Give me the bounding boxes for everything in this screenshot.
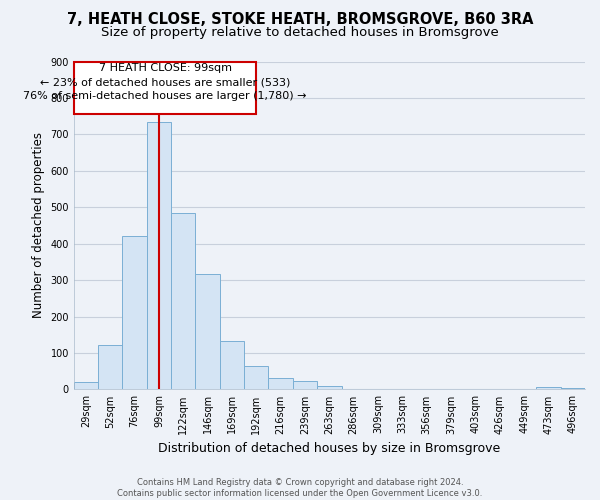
Bar: [98, 345, 122, 390]
Text: 7 HEATH CLOSE: 99sqm
← 23% of detached houses are smaller (533)
76% of semi-deta: 7 HEATH CLOSE: 99sqm ← 23% of detached h…: [23, 64, 307, 102]
Text: 7, HEATH CLOSE, STOKE HEATH, BROMSGROVE, B60 3RA: 7, HEATH CLOSE, STOKE HEATH, BROMSGROVE,…: [67, 12, 533, 28]
Bar: [293, 382, 317, 390]
Bar: [147, 122, 171, 390]
Text: Contains HM Land Registry data © Crown copyright and database right 2024.
Contai: Contains HM Land Registry data © Crown c…: [118, 478, 482, 498]
X-axis label: Distribution of detached houses by size in Bromsgrove: Distribution of detached houses by size …: [158, 442, 500, 455]
Bar: [536, 386, 560, 390]
Bar: [196, 274, 220, 390]
Bar: [171, 214, 196, 390]
FancyBboxPatch shape: [74, 62, 256, 114]
Bar: [317, 386, 341, 390]
Y-axis label: Number of detached properties: Number of detached properties: [32, 132, 45, 318]
Bar: [122, 236, 147, 390]
Bar: [560, 388, 585, 390]
Bar: [220, 341, 244, 390]
Bar: [74, 382, 98, 390]
Bar: [244, 366, 268, 390]
Bar: [268, 378, 293, 390]
Text: Size of property relative to detached houses in Bromsgrove: Size of property relative to detached ho…: [101, 26, 499, 39]
